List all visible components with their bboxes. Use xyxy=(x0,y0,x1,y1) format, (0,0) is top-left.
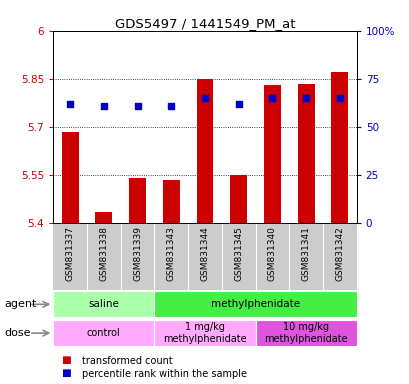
Point xyxy=(168,103,174,109)
Bar xyxy=(62,131,79,223)
Text: ■: ■ xyxy=(61,368,71,378)
Text: GSM831337: GSM831337 xyxy=(65,226,74,281)
Text: GSM831340: GSM831340 xyxy=(267,226,276,281)
Bar xyxy=(53,320,154,346)
Text: transformed count: transformed count xyxy=(82,356,172,366)
Text: GSM831339: GSM831339 xyxy=(133,226,142,281)
Text: methylphenidate: methylphenidate xyxy=(211,299,299,310)
Point xyxy=(134,103,141,109)
Bar xyxy=(154,320,255,346)
Text: GSM831341: GSM831341 xyxy=(301,226,310,281)
Text: agent: agent xyxy=(4,299,36,310)
Point xyxy=(235,101,241,107)
Bar xyxy=(53,291,154,317)
Bar xyxy=(230,175,247,223)
Text: GSM831338: GSM831338 xyxy=(99,226,108,281)
Point xyxy=(100,103,107,109)
Text: dose: dose xyxy=(4,328,31,338)
Bar xyxy=(95,212,112,223)
Bar xyxy=(162,179,179,223)
Bar xyxy=(196,79,213,223)
Bar xyxy=(330,72,347,223)
Text: percentile rank within the sample: percentile rank within the sample xyxy=(82,369,246,379)
Point xyxy=(302,95,309,101)
Title: GDS5497 / 1441549_PM_at: GDS5497 / 1441549_PM_at xyxy=(115,17,294,30)
Bar xyxy=(255,320,356,346)
Bar xyxy=(297,83,314,223)
Point xyxy=(201,95,208,101)
Text: 1 mg/kg
methylphenidate: 1 mg/kg methylphenidate xyxy=(163,322,246,344)
Text: saline: saline xyxy=(88,299,119,310)
Point xyxy=(268,95,275,101)
Text: 10 mg/kg
methylphenidate: 10 mg/kg methylphenidate xyxy=(264,322,347,344)
Bar xyxy=(154,291,356,317)
Bar xyxy=(263,85,280,223)
Text: GSM831343: GSM831343 xyxy=(166,226,175,281)
Text: GSM831344: GSM831344 xyxy=(200,226,209,281)
Text: GSM831345: GSM831345 xyxy=(234,226,243,281)
Point xyxy=(336,95,342,101)
Text: ■: ■ xyxy=(61,355,71,365)
Point xyxy=(67,101,73,107)
Bar xyxy=(129,178,146,223)
Text: GSM831342: GSM831342 xyxy=(335,226,344,281)
Text: control: control xyxy=(87,328,120,338)
